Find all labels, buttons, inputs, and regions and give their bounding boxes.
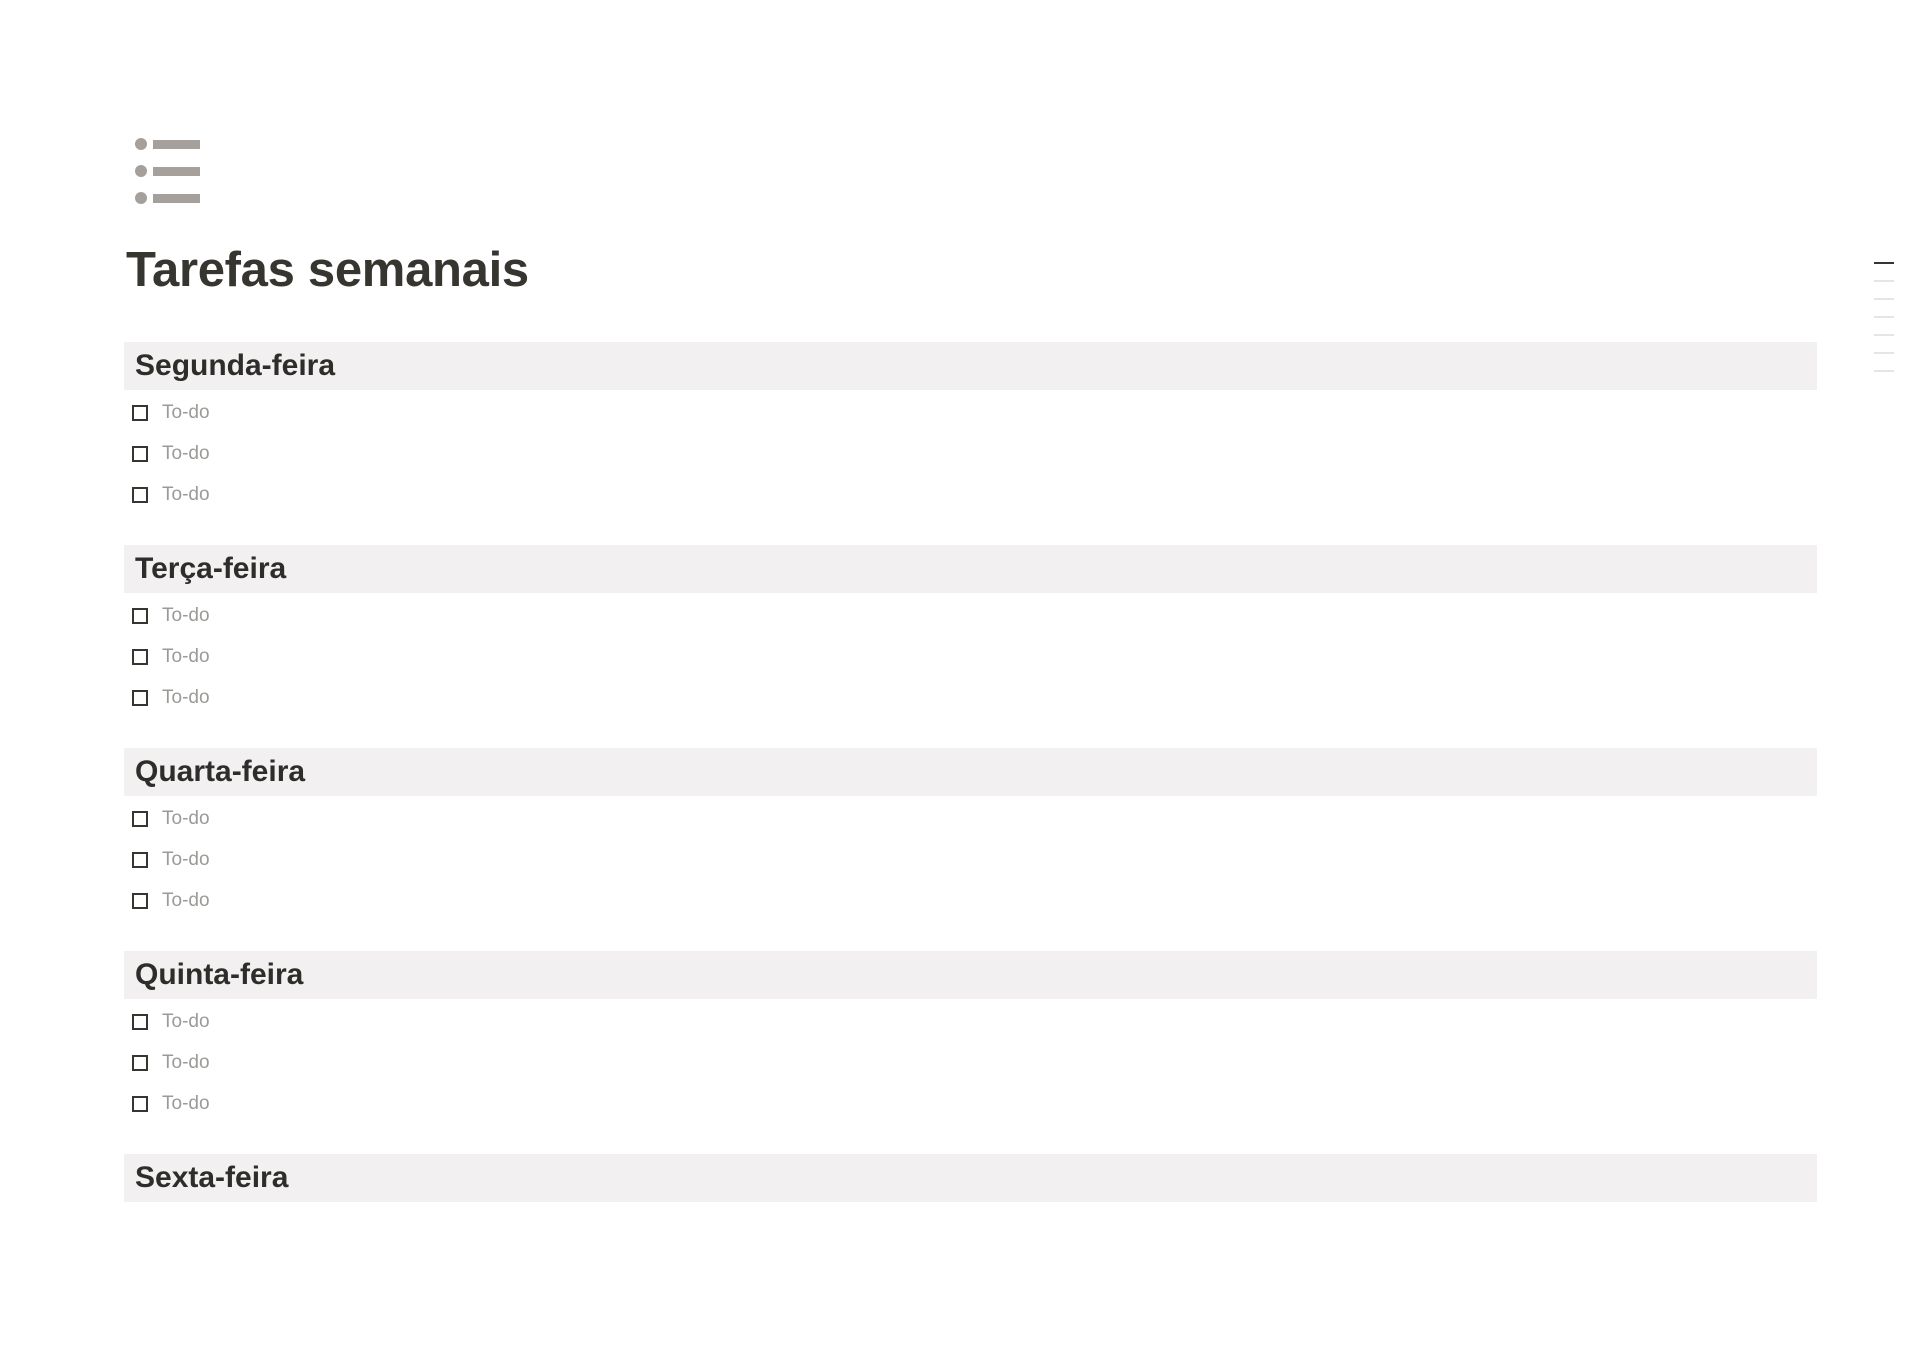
page-title: Tarefas semanais xyxy=(126,243,529,297)
todo-item: To-do xyxy=(124,839,1817,880)
todo-text[interactable]: To-do xyxy=(162,1010,210,1032)
todo-checkbox[interactable] xyxy=(132,486,148,503)
todo-item: To-do xyxy=(124,392,1817,433)
todo-text[interactable]: To-do xyxy=(162,889,210,911)
todo-list: To-do To-do To-do xyxy=(124,593,1817,718)
todo-checkbox[interactable] xyxy=(132,1095,148,1112)
outline-entry[interactable] xyxy=(1874,280,1894,282)
page-content: Segunda-feira To-do To-do To-do Terça-feira T… xyxy=(124,342,1817,1357)
todo-checkbox[interactable] xyxy=(132,851,148,868)
day-heading[interactable]: Sexta-feira xyxy=(124,1154,1817,1202)
todo-text[interactable]: To-do xyxy=(162,401,210,423)
outline-entry[interactable] xyxy=(1874,298,1894,300)
day-heading[interactable]: Segunda-feira xyxy=(124,342,1817,390)
todo-item: To-do xyxy=(124,433,1817,474)
todo-list xyxy=(124,1202,1817,1204)
outline-entry[interactable] xyxy=(1874,352,1894,354)
outline-entry[interactable] xyxy=(1874,370,1894,372)
todo-item: To-do xyxy=(124,636,1817,677)
todo-text[interactable]: To-do xyxy=(162,483,210,505)
outline-entry[interactable] xyxy=(1874,316,1894,318)
todo-item: To-do xyxy=(124,1083,1817,1124)
todo-text[interactable]: To-do xyxy=(162,848,210,870)
todo-item: To-do xyxy=(124,677,1817,718)
todo-text[interactable]: To-do xyxy=(162,686,210,708)
day-heading[interactable]: Terça-feira xyxy=(124,545,1817,593)
todo-list: To-do To-do To-do xyxy=(124,796,1817,921)
todo-checkbox[interactable] xyxy=(132,810,148,827)
todo-item: To-do xyxy=(124,1001,1817,1042)
todo-list: To-do To-do To-do xyxy=(124,390,1817,515)
todo-item: To-do xyxy=(124,798,1817,839)
todo-text[interactable]: To-do xyxy=(162,1092,210,1114)
todo-item: To-do xyxy=(124,1042,1817,1083)
todo-checkbox[interactable] xyxy=(132,689,148,706)
day-heading[interactable]: Quinta-feira xyxy=(124,951,1817,999)
todo-text[interactable]: To-do xyxy=(162,1051,210,1073)
day-section: Terça-feira To-do To-do To-do xyxy=(124,545,1817,748)
outline-entry[interactable] xyxy=(1874,334,1894,336)
todo-text[interactable]: To-do xyxy=(162,442,210,464)
bulleted-list-icon[interactable] xyxy=(135,138,205,204)
todo-list: To-do To-do To-do xyxy=(124,999,1817,1124)
todo-checkbox[interactable] xyxy=(132,404,148,421)
todo-checkbox[interactable] xyxy=(132,648,148,665)
todo-checkbox[interactable] xyxy=(132,892,148,909)
table-of-contents-outline xyxy=(1874,262,1896,388)
todo-text[interactable]: To-do xyxy=(162,604,210,626)
todo-checkbox[interactable] xyxy=(132,1054,148,1071)
todo-checkbox[interactable] xyxy=(132,445,148,462)
todo-checkbox[interactable] xyxy=(132,607,148,624)
day-section: Segunda-feira To-do To-do To-do xyxy=(124,342,1817,545)
outline-entry[interactable] xyxy=(1874,262,1894,264)
todo-item: To-do xyxy=(124,595,1817,636)
day-section: Quarta-feira To-do To-do To-do xyxy=(124,748,1817,951)
todo-text[interactable]: To-do xyxy=(162,807,210,829)
day-section: Quinta-feira To-do To-do To-do xyxy=(124,951,1817,1154)
day-heading[interactable]: Quarta-feira xyxy=(124,748,1817,796)
todo-item: To-do xyxy=(124,474,1817,515)
todo-item: To-do xyxy=(124,880,1817,921)
todo-checkbox[interactable] xyxy=(132,1013,148,1030)
todo-text[interactable]: To-do xyxy=(162,645,210,667)
day-section: Sexta-feira xyxy=(124,1154,1817,1357)
